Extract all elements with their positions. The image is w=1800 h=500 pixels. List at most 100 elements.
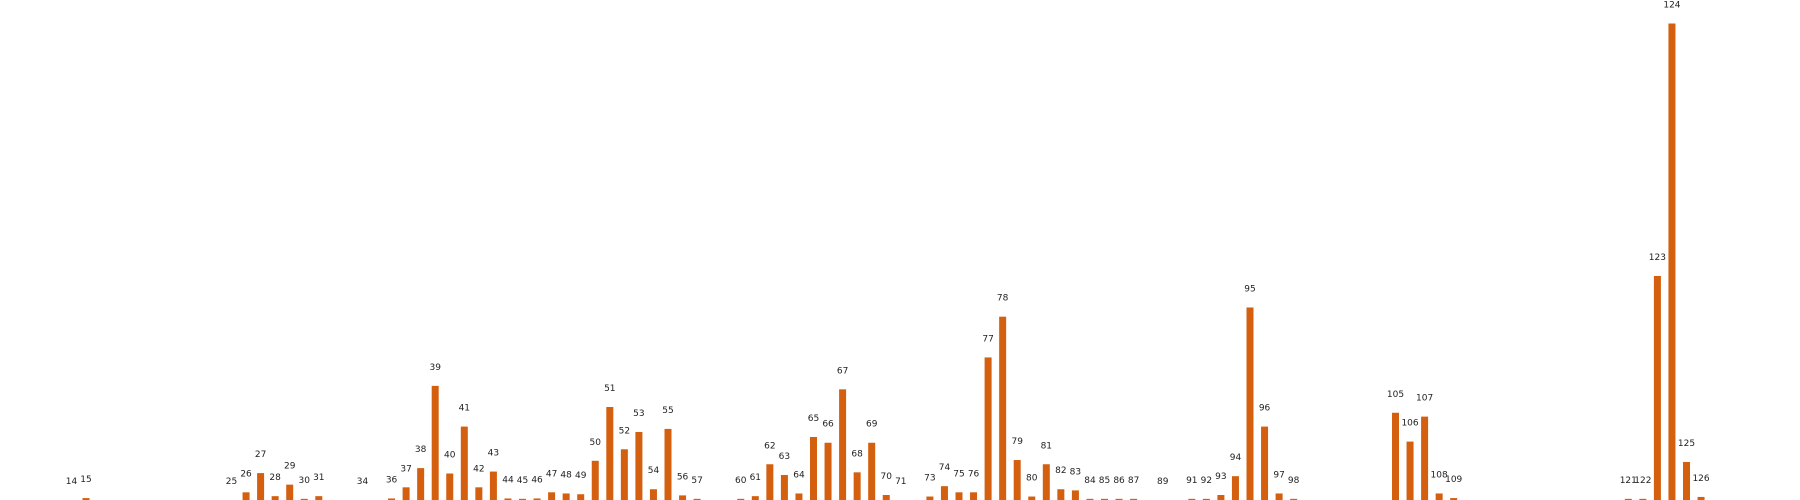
bar-label-95: 95 (1244, 284, 1255, 294)
bar-108 (1435, 493, 1443, 500)
bar-98 (1290, 498, 1298, 500)
bar-47 (548, 492, 556, 500)
bar-92 (1202, 498, 1210, 500)
bar-label-89: 89 (1157, 477, 1169, 487)
bar-41 (460, 426, 468, 500)
bar-67 (839, 389, 847, 500)
bar-label-42: 42 (473, 464, 484, 474)
bar-label-39: 39 (429, 363, 441, 373)
bar-97 (1275, 493, 1283, 500)
bar-label-69: 69 (866, 420, 878, 430)
bar-label-29: 29 (284, 462, 296, 472)
bar-77 (984, 357, 992, 500)
bar-105 (1392, 412, 1399, 500)
bars-layer (82, 23, 1705, 500)
bar-label-79: 79 (1011, 437, 1023, 447)
bar-66 (824, 442, 832, 500)
bar-label-62: 62 (764, 441, 775, 451)
bar-label-26: 26 (240, 469, 252, 479)
bar-28 (271, 496, 279, 500)
bar-label-82: 82 (1055, 466, 1066, 476)
bar-label-31: 31 (313, 473, 324, 483)
bar-45 (519, 498, 526, 500)
bar-31 (315, 496, 323, 500)
bar-label-71: 71 (895, 477, 906, 487)
bar-label-74: 74 (939, 463, 951, 473)
bar-label-28: 28 (269, 473, 281, 483)
bar-label-78: 78 (997, 294, 1009, 304)
bar-label-65: 65 (808, 414, 819, 424)
bar-78 (999, 316, 1007, 500)
bar-83 (1071, 490, 1079, 500)
bar-label-87: 87 (1128, 476, 1139, 486)
bar-label-73: 73 (924, 474, 935, 484)
bar-121 (1624, 498, 1632, 500)
bar-69 (868, 442, 876, 500)
bar-label-41: 41 (459, 404, 470, 414)
bar-label-34: 34 (357, 477, 369, 487)
bar-label-122: 122 (1634, 476, 1651, 486)
bar-label-51: 51 (604, 384, 615, 394)
bar-label-70: 70 (881, 472, 893, 482)
bar-56 (679, 495, 687, 500)
bar-label-85: 85 (1099, 476, 1110, 486)
bar-63 (780, 475, 788, 500)
bar-43 (489, 471, 497, 500)
bar-label-36: 36 (386, 475, 398, 485)
bar-label-93: 93 (1215, 472, 1226, 482)
bar-label-47: 47 (546, 469, 557, 479)
bar-label-57: 57 (691, 476, 702, 486)
bar-label-121: 121 (1620, 476, 1637, 486)
bar-82 (1057, 489, 1065, 500)
bar-label-27: 27 (255, 450, 266, 460)
bar-label-38: 38 (415, 445, 427, 455)
bar-label-63: 63 (779, 452, 790, 462)
bar-label-125: 125 (1678, 439, 1695, 449)
bar-label-15: 15 (80, 475, 91, 485)
bar-84 (1086, 498, 1094, 500)
bar-51 (606, 407, 614, 500)
bar-label-50: 50 (590, 438, 602, 448)
bar-label-123: 123 (1649, 253, 1666, 263)
bar-55 (664, 428, 672, 500)
bar-109 (1450, 498, 1458, 500)
bar-label-49: 49 (575, 471, 587, 481)
bar-49 (577, 494, 585, 500)
bar-label-44: 44 (502, 475, 514, 485)
bar-73 (926, 496, 934, 500)
bar-80 (1028, 496, 1036, 500)
bar-125 (1683, 461, 1690, 500)
bar-label-80: 80 (1026, 474, 1038, 484)
bar-label-83: 83 (1070, 467, 1081, 477)
bar-64 (795, 493, 803, 500)
bar-label-94: 94 (1230, 453, 1242, 463)
bar-15 (82, 498, 90, 500)
bar-70 (882, 495, 890, 500)
bar-29 (286, 484, 294, 500)
bar-54 (649, 489, 657, 500)
bar-label-45: 45 (517, 476, 528, 486)
bar-85 (1101, 498, 1108, 500)
bar-74 (940, 486, 948, 500)
bar-label-54: 54 (648, 466, 660, 476)
bar-label-81: 81 (1041, 441, 1052, 451)
bar-label-98: 98 (1288, 476, 1300, 486)
bar-94 (1231, 476, 1239, 500)
bar-label-107: 107 (1416, 394, 1433, 404)
bar-123 (1653, 275, 1661, 500)
bar-46 (533, 498, 541, 500)
bar-126 (1697, 496, 1705, 500)
bar-37 (402, 487, 410, 500)
bar-65 (810, 436, 817, 500)
bar-44 (504, 498, 512, 500)
bar-label-124: 124 (1663, 1, 1680, 11)
bar-27 (257, 473, 265, 500)
bar-30 (300, 498, 308, 500)
bar-39 (431, 385, 439, 500)
bar-106 (1406, 441, 1414, 500)
bar-50 (591, 460, 599, 500)
bar-87 (1130, 498, 1138, 500)
bar-label-60: 60 (735, 476, 747, 486)
bar-91 (1188, 498, 1196, 500)
